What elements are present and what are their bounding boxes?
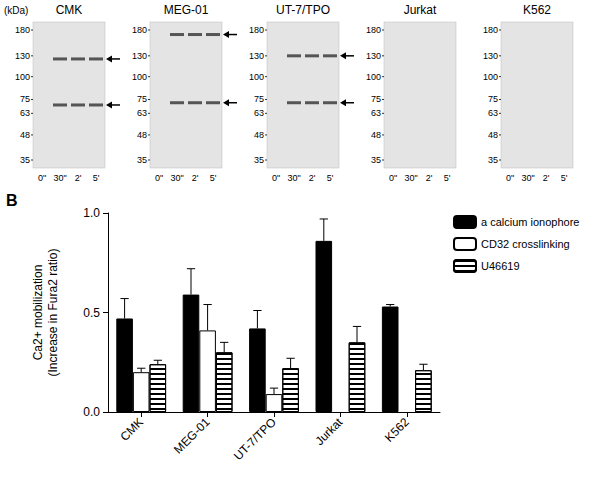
svg-text:75: 75	[254, 94, 264, 104]
svg-text:MEG-01: MEG-01	[164, 3, 209, 17]
svg-text:48: 48	[137, 130, 147, 140]
svg-text:35: 35	[371, 155, 381, 165]
svg-text:48: 48	[254, 130, 264, 140]
svg-text:1.0: 1.0	[83, 206, 100, 220]
svg-text:5': 5'	[327, 173, 334, 183]
svg-text:30": 30"	[404, 173, 417, 183]
svg-text:2': 2'	[543, 173, 550, 183]
svg-text:0": 0"	[389, 173, 397, 183]
svg-text:CD32 crosslinking: CD32 crosslinking	[481, 238, 570, 250]
svg-text:180: 180	[483, 25, 498, 35]
svg-text:CMK: CMK	[117, 415, 146, 444]
svg-text:35: 35	[137, 155, 147, 165]
svg-text:180: 180	[132, 25, 147, 35]
svg-text:2': 2'	[75, 173, 82, 183]
svg-text:100: 100	[15, 72, 30, 82]
svg-text:130: 130	[15, 51, 30, 61]
svg-text:0": 0"	[272, 173, 280, 183]
svg-text:UT-7/TPO: UT-7/TPO	[231, 415, 279, 463]
svg-text:100: 100	[249, 72, 264, 82]
svg-text:63: 63	[20, 108, 30, 118]
svg-text:35: 35	[254, 155, 264, 165]
svg-text:0": 0"	[155, 173, 163, 183]
svg-text:(Increase in Fura2 ratio): (Increase in Fura2 ratio)	[46, 248, 60, 376]
svg-text:U46619: U46619	[481, 260, 520, 272]
svg-text:5': 5'	[93, 173, 100, 183]
svg-text:Jurkat: Jurkat	[312, 415, 345, 448]
svg-text:180: 180	[249, 25, 264, 35]
svg-text:Jurkat: Jurkat	[404, 3, 437, 17]
svg-text:75: 75	[137, 94, 147, 104]
svg-text:35: 35	[488, 155, 498, 165]
svg-text:75: 75	[20, 94, 30, 104]
svg-text:5': 5'	[561, 173, 568, 183]
svg-text:100: 100	[132, 72, 147, 82]
svg-text:75: 75	[488, 94, 498, 104]
svg-text:UT-7/TPO: UT-7/TPO	[276, 3, 330, 17]
svg-text:5': 5'	[210, 173, 217, 183]
svg-text:130: 130	[132, 51, 147, 61]
svg-text:100: 100	[366, 72, 381, 82]
svg-text:Ca2+ mobilization: Ca2+ mobilization	[31, 265, 45, 361]
svg-text:a calcium ionophore: a calcium ionophore	[481, 216, 579, 228]
svg-text:K562: K562	[382, 415, 412, 445]
svg-text:0.5: 0.5	[83, 306, 100, 320]
svg-text:0": 0"	[38, 173, 46, 183]
svg-text:0.0: 0.0	[83, 405, 100, 419]
svg-text:2': 2'	[192, 173, 199, 183]
svg-text:35: 35	[20, 155, 30, 165]
svg-text:(kDa): (kDa)	[4, 5, 28, 16]
svg-text:180: 180	[366, 25, 381, 35]
svg-text:130: 130	[483, 51, 498, 61]
svg-text:CMK: CMK	[56, 3, 83, 17]
svg-text:30": 30"	[170, 173, 183, 183]
svg-text:130: 130	[366, 51, 381, 61]
svg-text:30": 30"	[287, 173, 300, 183]
svg-text:2': 2'	[309, 173, 316, 183]
svg-text:63: 63	[137, 108, 147, 118]
svg-text:30": 30"	[521, 173, 534, 183]
svg-text:30": 30"	[53, 173, 66, 183]
svg-text:48: 48	[488, 130, 498, 140]
html-text:B: B	[6, 192, 18, 209]
svg-text:5': 5'	[444, 173, 451, 183]
svg-text:MEG-01: MEG-01	[171, 415, 213, 457]
svg-text:63: 63	[488, 108, 498, 118]
svg-text:K562: K562	[523, 3, 551, 17]
svg-text:0": 0"	[506, 173, 514, 183]
svg-text:130: 130	[249, 51, 264, 61]
svg-text:63: 63	[371, 108, 381, 118]
svg-text:63: 63	[254, 108, 264, 118]
svg-text:2': 2'	[426, 173, 433, 183]
svg-text:180: 180	[15, 25, 30, 35]
svg-text:75: 75	[371, 94, 381, 104]
svg-text:48: 48	[20, 130, 30, 140]
svg-text:100: 100	[483, 72, 498, 82]
svg-text:48: 48	[371, 130, 381, 140]
